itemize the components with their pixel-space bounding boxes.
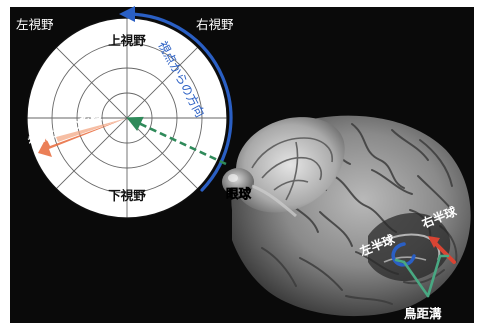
left-visual-field-label: 左視野 <box>16 17 54 32</box>
right-visual-field-label: 右視野 <box>196 17 234 32</box>
calcarine-markers <box>391 236 456 298</box>
gaze-arrow <box>126 116 227 166</box>
calcarine-sulcus-label: 鳥距溝 <box>404 306 442 321</box>
eyeball-label: 眼球 <box>226 186 252 201</box>
upper-visual-field-label: 上視野 <box>108 33 146 48</box>
calcarine-pointer-left <box>402 260 430 298</box>
distance-arrow <box>38 118 127 157</box>
left-hemisphere-marker <box>391 242 416 267</box>
calcarine-pointer-right <box>426 254 442 298</box>
brain-3d-render <box>222 115 471 317</box>
medial-occipital-surface <box>368 212 451 282</box>
lower-visual-field-label: 下視野 <box>108 188 146 203</box>
visual-field-polar-chart <box>26 6 233 219</box>
